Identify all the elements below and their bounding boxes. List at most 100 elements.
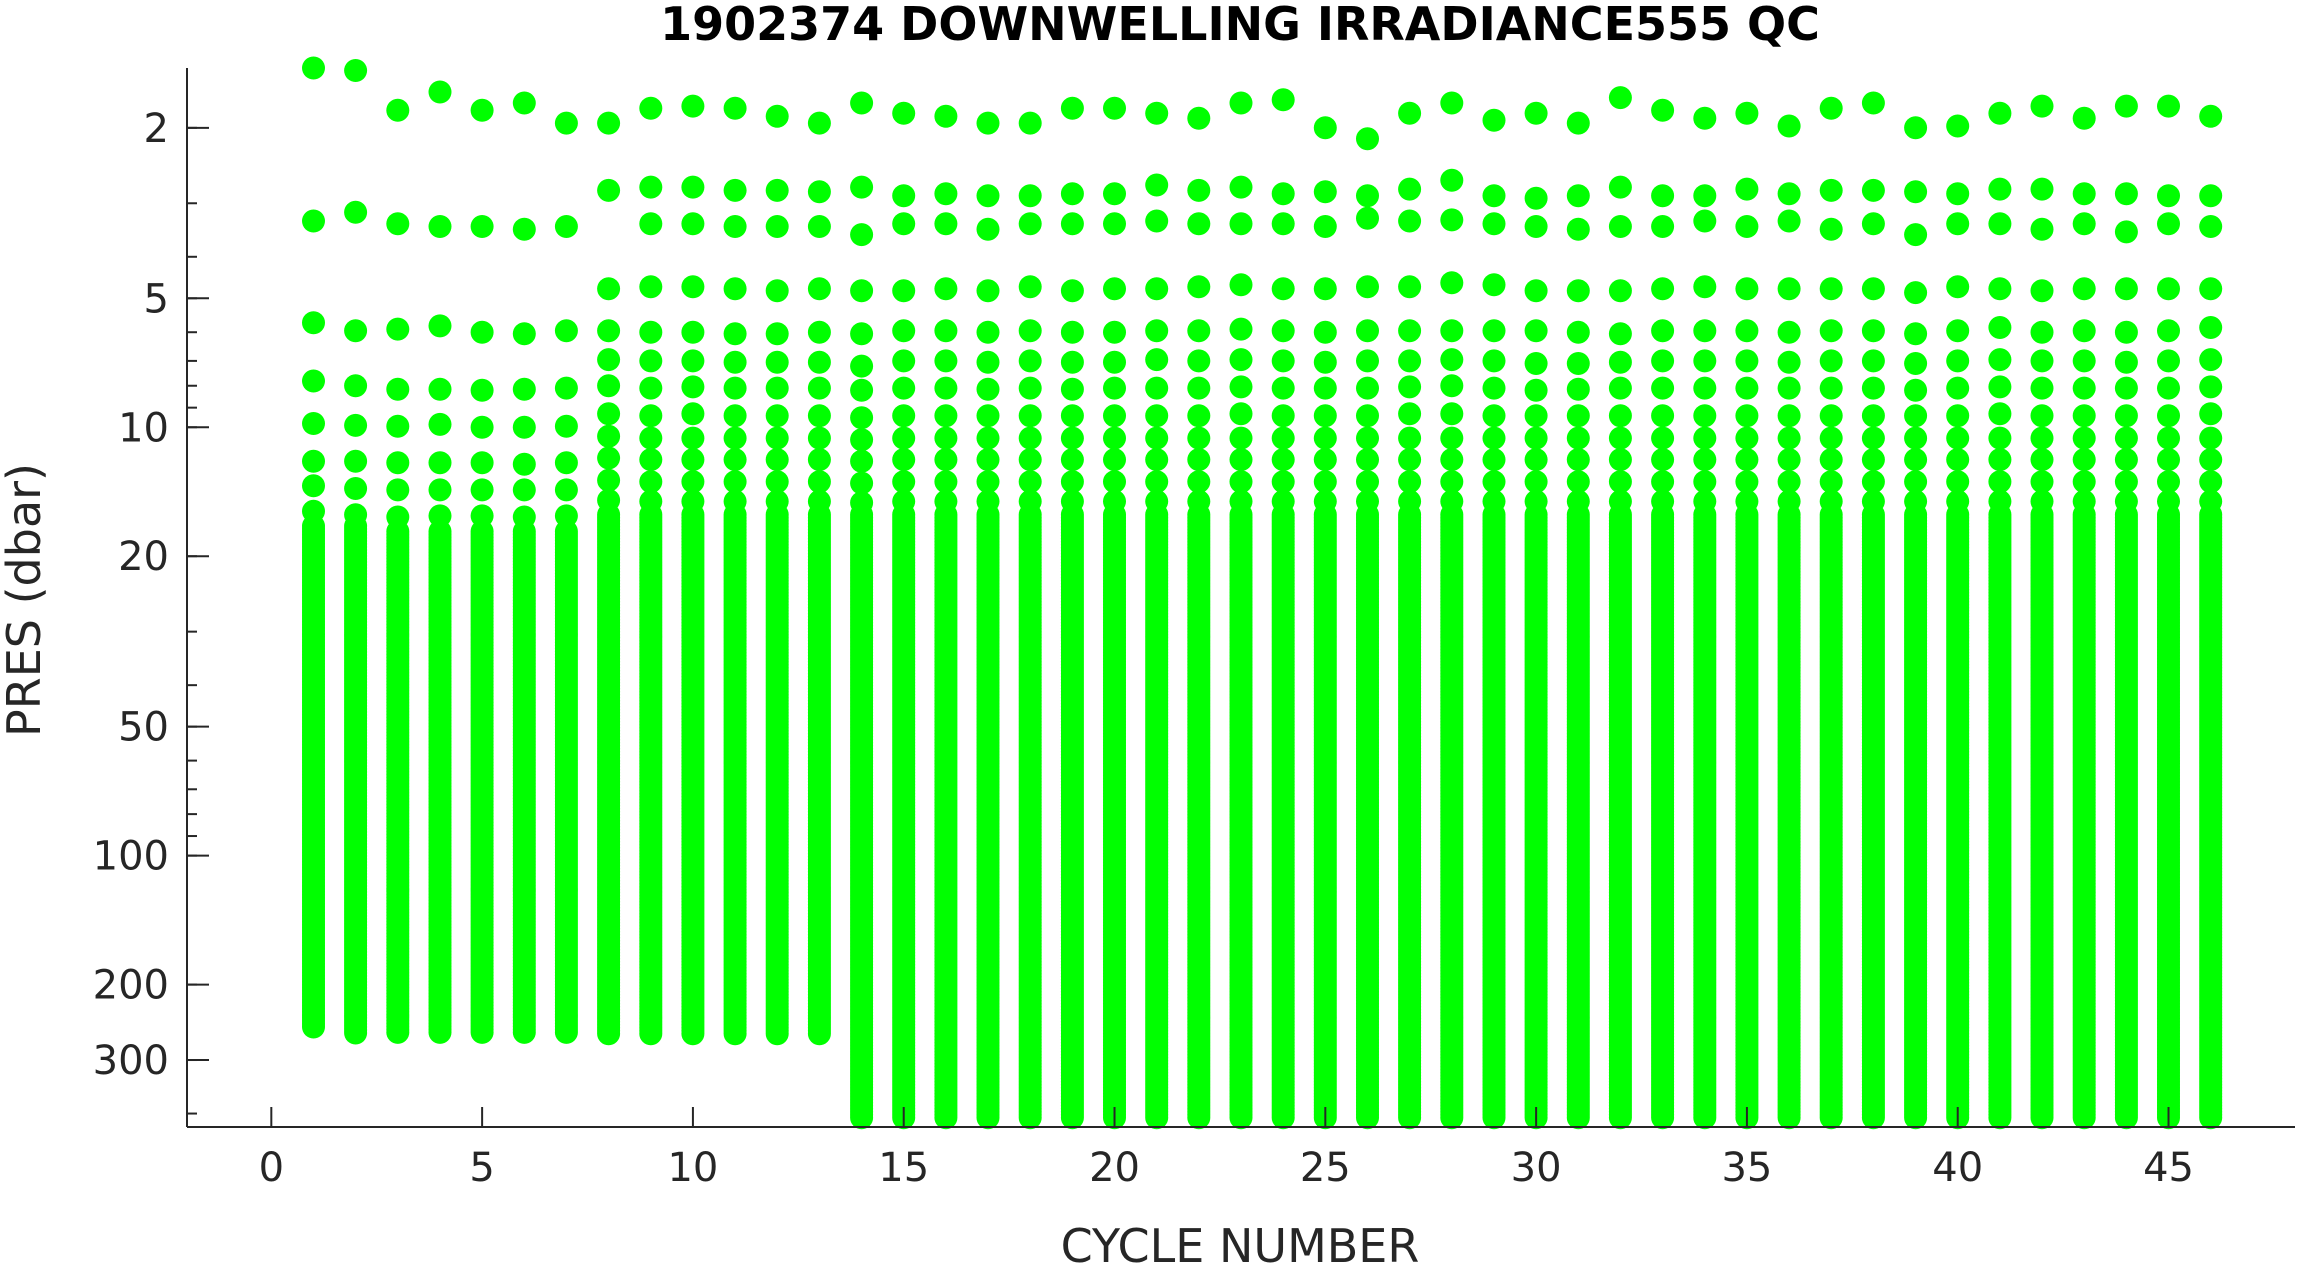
- data-point: [681, 1022, 705, 1046]
- data-point: [765, 376, 789, 400]
- data-point: [1145, 277, 1169, 301]
- data-point: [554, 451, 578, 475]
- data-point: [765, 215, 789, 238]
- cycle-6-profile: [512, 91, 536, 1044]
- data-point: [639, 376, 663, 400]
- data-point: [386, 414, 410, 438]
- data-point: [765, 1022, 789, 1046]
- data-point: [723, 322, 747, 346]
- data-point: [597, 178, 621, 202]
- data-point: [850, 378, 874, 402]
- data-point: [934, 448, 958, 472]
- data-point: [765, 448, 789, 472]
- data-point: [976, 279, 1000, 303]
- data-point: [1060, 404, 1084, 428]
- cycle-16-profile: [934, 104, 958, 1130]
- data-point: [892, 426, 916, 450]
- data-point: [681, 402, 705, 426]
- data-point: [850, 223, 874, 247]
- data-point: [681, 349, 705, 373]
- data-point: [597, 111, 621, 135]
- data-point: [597, 1022, 621, 1046]
- data-point: [1060, 96, 1084, 120]
- cycle-4-profile: [428, 80, 452, 1044]
- data-point: [1060, 182, 1084, 206]
- data-point: [1187, 275, 1211, 299]
- data-point: [1356, 376, 1379, 400]
- cycle-18-profile: [1018, 111, 1042, 1130]
- data-point: [807, 180, 831, 204]
- data-point: [1145, 319, 1169, 343]
- data-point: [892, 448, 916, 472]
- data-point: [1271, 376, 1295, 400]
- data-point: [1103, 96, 1126, 120]
- data-point: [344, 477, 368, 500]
- data-point: [723, 426, 747, 450]
- data-point: [1187, 376, 1211, 400]
- data-point: [807, 111, 831, 135]
- data-point: [470, 415, 494, 439]
- cycle-17-profile: [976, 111, 1000, 1130]
- data-point: [1018, 448, 1042, 472]
- data-point: [1103, 470, 1126, 494]
- data-point: [1103, 212, 1126, 236]
- data-point: [976, 470, 1000, 494]
- data-point: [1313, 404, 1337, 428]
- data-point: [1187, 106, 1211, 130]
- cycle-23-profile: [1229, 91, 1253, 1130]
- data-point: [512, 377, 536, 401]
- data-point: [554, 478, 578, 502]
- data-point: [1187, 178, 1211, 202]
- data-point: [428, 478, 452, 502]
- data-point: [1060, 426, 1084, 450]
- cycle-21-profile: [1145, 101, 1169, 1130]
- data-point: [681, 320, 705, 344]
- data-point: [892, 470, 916, 494]
- data-point: [470, 451, 494, 475]
- data-point: [892, 376, 916, 400]
- data-point: [1145, 348, 1169, 372]
- data-point: [1229, 470, 1253, 494]
- data-point: [554, 319, 578, 343]
- data-point: [470, 478, 494, 502]
- data-point: [850, 175, 874, 199]
- data-point: [807, 320, 831, 344]
- data-point: [1229, 348, 1253, 372]
- data-point: [1103, 182, 1126, 206]
- data-point: [976, 350, 1000, 374]
- cycle-15-profile: [892, 101, 916, 1130]
- cycle-2-profile: [344, 59, 368, 1045]
- data-point: [1271, 1106, 1295, 1130]
- data-point: [1103, 277, 1126, 301]
- data-point: [1313, 350, 1337, 374]
- data-point: [1018, 376, 1042, 400]
- data-point: [1271, 349, 1295, 373]
- data-point: [554, 215, 578, 238]
- data-point: [1145, 1106, 1169, 1130]
- data-point: [807, 1022, 831, 1046]
- data-point: [1356, 184, 1379, 208]
- data-point: [934, 426, 958, 450]
- data-point: [1145, 101, 1169, 125]
- data-point: [597, 374, 621, 398]
- data-point: [807, 277, 831, 301]
- data-point: [976, 217, 1000, 241]
- data-point: [1229, 212, 1253, 236]
- data-point: [1356, 275, 1379, 299]
- data-point: [302, 1015, 325, 1039]
- data-point: [850, 279, 874, 303]
- data-point: [302, 474, 325, 498]
- data-point: [1229, 1106, 1253, 1130]
- data-point: [681, 175, 705, 199]
- data-point: [976, 426, 1000, 450]
- data-point: [1145, 209, 1169, 233]
- data-point: [1018, 111, 1042, 135]
- data-point: [1356, 206, 1379, 230]
- data-point: [681, 448, 705, 472]
- data-point: [1103, 320, 1126, 344]
- data-point: [934, 182, 958, 206]
- data-point: [850, 449, 874, 473]
- data-point: [554, 414, 578, 438]
- data-point: [723, 1022, 747, 1046]
